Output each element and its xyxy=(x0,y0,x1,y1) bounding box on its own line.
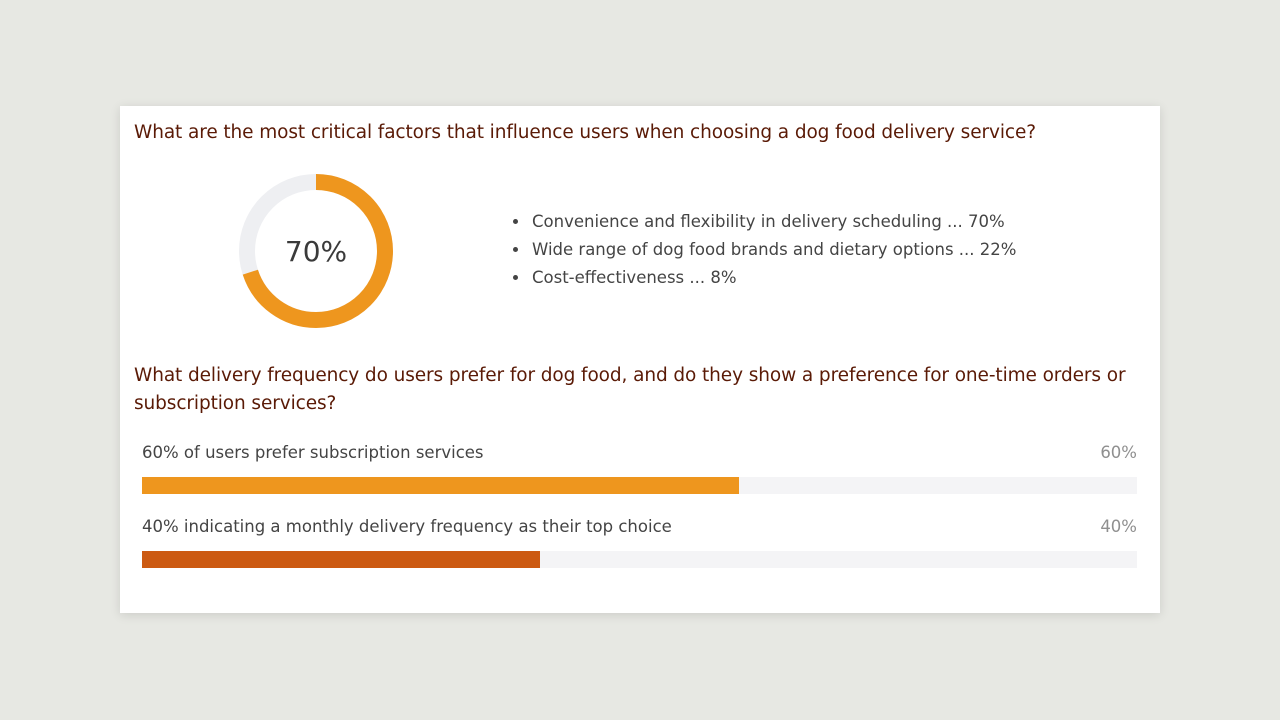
bar-fill-subscription xyxy=(142,477,739,494)
question-2-title: What delivery frequency do users prefer … xyxy=(134,365,1126,414)
donut-chart: 70% xyxy=(236,171,396,331)
bar-label: 60% of users prefer subscription service… xyxy=(142,443,484,462)
donut-value-arc xyxy=(239,174,393,328)
bar-row-subscription: 60% of users prefer subscription service… xyxy=(142,441,1137,511)
list-item: Cost-effectiveness ... 8% xyxy=(530,264,1016,292)
survey-card: What are the most critical factors that … xyxy=(120,106,1160,613)
bar-percent: 40% xyxy=(1100,517,1137,536)
donut-svg xyxy=(239,174,393,328)
bar-fill-monthly xyxy=(142,551,540,568)
donut-center-label: 70% xyxy=(284,234,348,268)
factors-list: Convenience and flexibility in delivery … xyxy=(510,208,1016,292)
list-item: Convenience and flexibility in delivery … xyxy=(530,208,1016,236)
bar-track xyxy=(142,551,1137,568)
bar-row-monthly: 40% indicating a monthly delivery freque… xyxy=(142,515,1137,585)
question-1-title: What are the most critical factors that … xyxy=(134,122,1036,143)
bar-label: 40% indicating a monthly delivery freque… xyxy=(142,517,672,536)
list-item: Wide range of dog food brands and dietar… xyxy=(530,236,1016,264)
bar-percent: 60% xyxy=(1100,443,1137,462)
bar-track xyxy=(142,477,1137,494)
